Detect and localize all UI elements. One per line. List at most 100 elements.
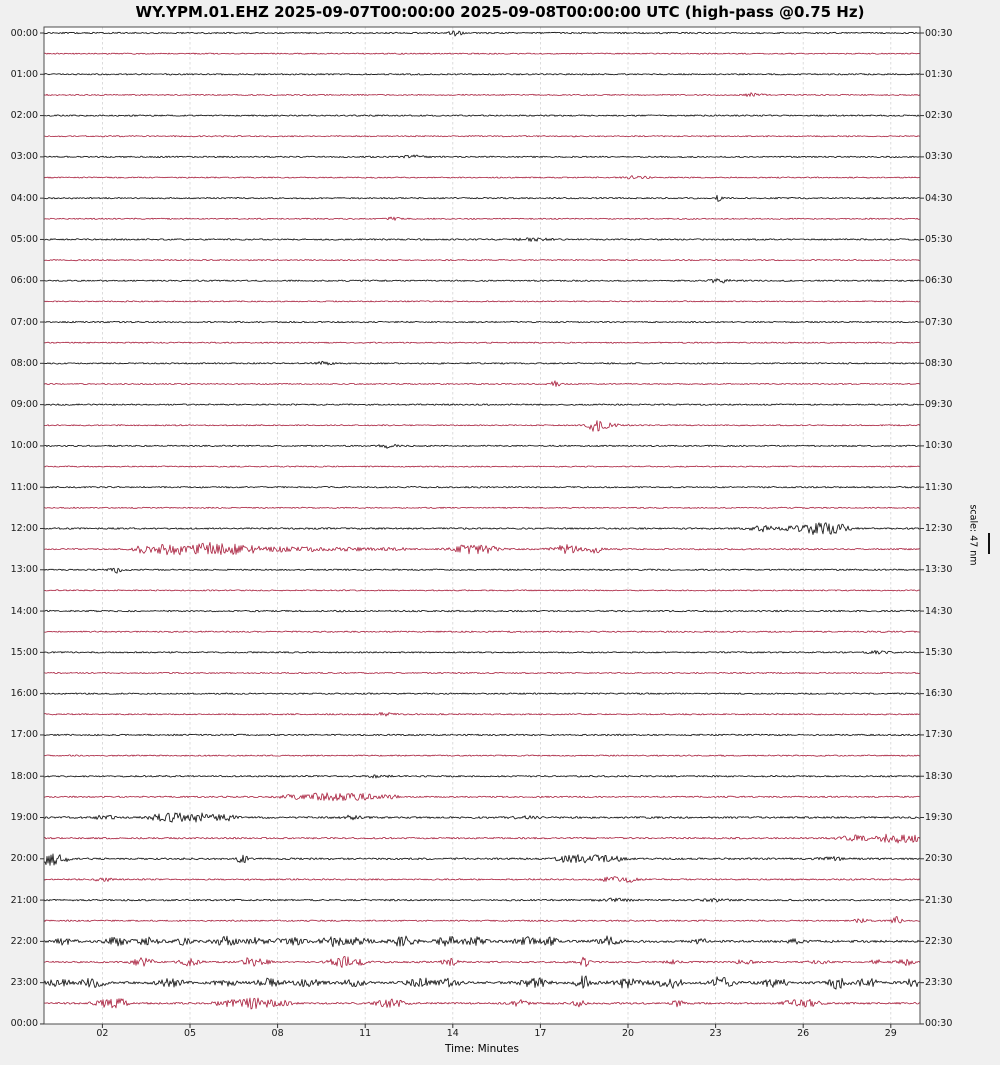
x-tick-label: 26	[797, 1028, 810, 1039]
x-tick-label: 14	[446, 1028, 459, 1039]
trace-2200-black	[43, 935, 921, 948]
trace-0930-red	[43, 420, 921, 432]
trace-1030-red	[43, 465, 921, 468]
left-time-label: 04:00	[10, 192, 38, 204]
right-time-label: 22:30	[925, 935, 953, 947]
right-time-label: 07:30	[925, 316, 953, 328]
trace-0400-black	[43, 194, 920, 202]
trace-1230-red	[43, 542, 921, 556]
trace-0030-red	[43, 52, 921, 55]
trace-2300-black	[43, 975, 921, 990]
right-time-label: 06:30	[925, 275, 953, 287]
trace-1730-red	[43, 754, 921, 757]
x-tick-label: 02	[96, 1028, 109, 1039]
trace-0000-black	[43, 30, 921, 37]
trace-0830-red	[43, 380, 921, 387]
trace-1000-black	[43, 443, 921, 449]
right-time-label: 14:30	[925, 605, 953, 617]
right-time-label: 15:30	[925, 646, 953, 658]
trace-1330-red	[44, 589, 921, 592]
left-time-label: 06:00	[10, 275, 38, 287]
scale-bar	[988, 533, 990, 554]
right-time-label: 03:30	[925, 151, 953, 163]
left-time-label: 05:00	[10, 233, 38, 245]
trace-2100-black	[43, 897, 921, 903]
trace-0700-black	[43, 320, 921, 324]
trace-0130-red	[43, 92, 921, 97]
right-time-label: 05:30	[925, 233, 953, 245]
trace-2000-black	[43, 853, 921, 866]
x-tick-label: 11	[359, 1028, 372, 1039]
trace-2230-red	[43, 956, 921, 968]
x-tick-label: 05	[183, 1028, 197, 1039]
trace-0200-black	[43, 114, 921, 117]
trace-0300-black	[43, 154, 920, 159]
left-time-label: 11:00	[10, 481, 38, 493]
trace-0600-black	[43, 278, 921, 284]
trace-1200-black	[43, 522, 921, 535]
trace-0330-red	[43, 175, 921, 180]
right-time-label: 17:30	[925, 729, 953, 741]
trace-1430-red	[43, 630, 921, 633]
page-title: WY.YPM.01.EHZ 2025-09-07T00:00:00 2025-0…	[135, 3, 865, 21]
left-time-label: 10:00	[10, 440, 38, 452]
right-time-label: 20:30	[925, 853, 953, 865]
trace-1100-black	[43, 486, 921, 489]
x-tick-label: 08	[271, 1028, 284, 1039]
trace-0630-red	[43, 300, 921, 303]
right-time-label: 11:30	[925, 481, 953, 493]
trace-1600-black	[43, 692, 921, 695]
trace-0730-red	[43, 341, 921, 344]
trace-2330-red	[43, 997, 921, 1010]
trace-1700-black	[43, 733, 921, 737]
trace-1130-red	[43, 506, 921, 509]
left-time-label: 03:00	[10, 151, 38, 163]
right-time-label: 02:30	[925, 110, 953, 122]
left-time-label: 07:00	[10, 316, 38, 328]
left-time-label: 00:00	[10, 27, 38, 39]
left-time-label: 20:00	[10, 853, 38, 865]
right-time-label: 23:30	[925, 977, 953, 989]
left-time-label: 22:00	[10, 935, 38, 947]
trace-0100-black	[43, 73, 921, 76]
right-time-label: 10:30	[925, 440, 953, 452]
trace-0230-red	[43, 135, 921, 138]
left-time-label: 01:00	[10, 68, 38, 80]
right-time-label: 09:30	[925, 399, 953, 411]
right-time-label: 12:30	[925, 522, 953, 534]
x-axis-title: Time: Minutes	[445, 1043, 519, 1055]
trace-2130-red	[43, 916, 921, 924]
left-time-label: 12:00	[10, 522, 38, 534]
trace-1800-black	[43, 774, 921, 779]
right-time-label: 19:30	[925, 812, 953, 823]
left-time-label: 21:00	[10, 894, 38, 906]
trace-1830-red	[43, 792, 921, 802]
left-time-label: 13:00	[10, 564, 38, 576]
trace-1900-black	[43, 812, 921, 823]
trace-0530-red	[43, 259, 921, 262]
trace-0900-black	[43, 403, 921, 406]
trace-1400-black	[43, 609, 921, 613]
trace-1300-black	[43, 567, 921, 574]
right-time-label: 04:30	[925, 192, 953, 204]
plot-frame	[43, 26, 921, 1025]
left-time-label: 14:00	[10, 605, 38, 617]
trace-2030-red	[43, 876, 921, 883]
left-time-label: 08:00	[10, 357, 38, 369]
left-time-label: 17:00	[10, 729, 38, 741]
trace-0500-black	[43, 237, 921, 242]
left-time-label: 18:00	[10, 770, 38, 782]
right-time-label: 21:30	[925, 894, 953, 906]
trace-1530-red	[43, 671, 921, 674]
right-time-label: 00:30	[925, 1018, 953, 1030]
right-time-label: 16:30	[925, 688, 953, 700]
x-tick-label: 17	[534, 1028, 547, 1039]
left-time-label: 16:00	[10, 688, 38, 700]
trace-1630-red	[43, 712, 921, 717]
plot-area	[44, 27, 920, 1024]
left-time-label: 09:00	[10, 399, 38, 411]
x-tick-label: 20	[621, 1028, 635, 1039]
left-time-label: 19:00	[10, 812, 38, 823]
